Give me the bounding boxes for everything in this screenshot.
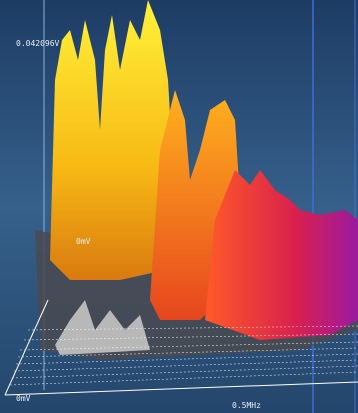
- amplitude-zero-label: 0mV: [16, 394, 31, 403]
- frequency-tick-label: 0.5MHz: [232, 401, 261, 410]
- amplitude-max-label: 0.042096V: [16, 39, 60, 48]
- page: 0.042096V 0mV 0mV 0.5MHz (() => { const …: [0, 0, 358, 413]
- waterfall-view: 0.042096V 0mV 0mV 0.5MHz: [0, 0, 358, 413]
- amplitude-zero-label: 0mV: [76, 237, 91, 246]
